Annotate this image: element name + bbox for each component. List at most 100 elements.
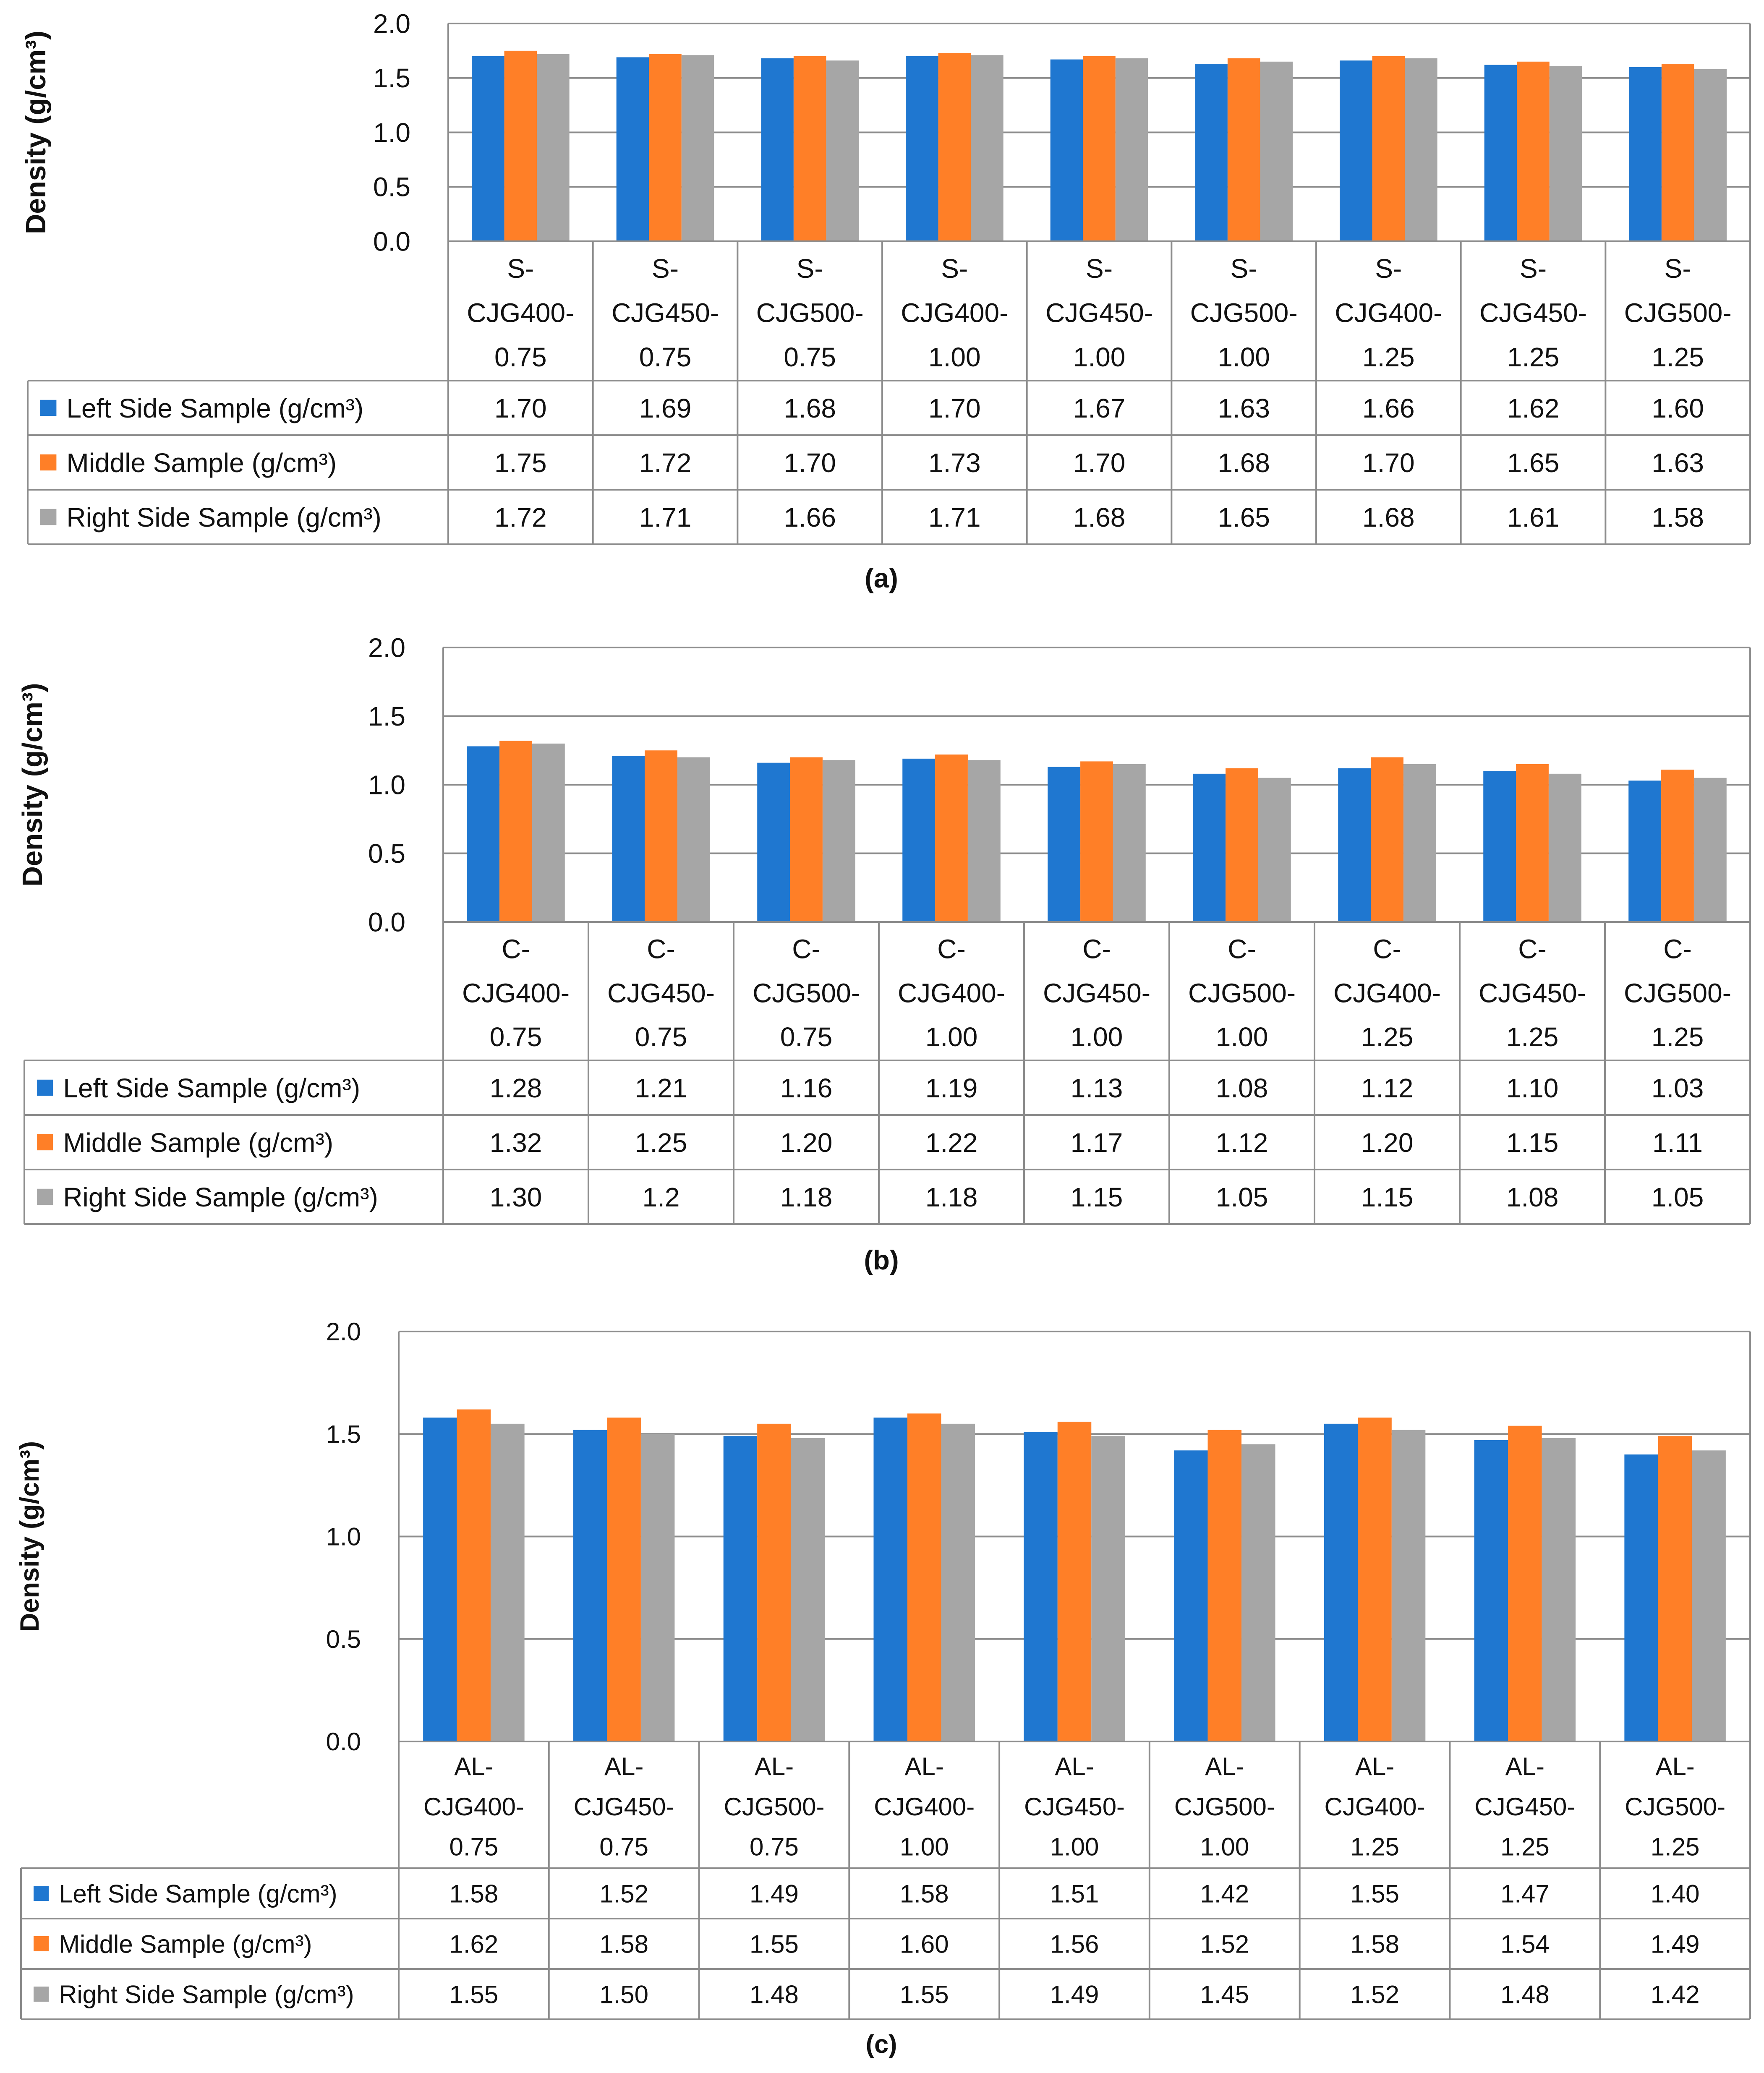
data-table-value: 1.60 xyxy=(900,1930,949,1958)
bar-right xyxy=(677,757,710,922)
data-table-value: 1.68 xyxy=(1362,502,1415,533)
category-label: 0.75 xyxy=(639,342,692,372)
y-tick-label: 0.0 xyxy=(368,907,405,937)
bar-left xyxy=(873,1418,907,1741)
bar-left xyxy=(1195,64,1228,241)
data-table-value: 1.72 xyxy=(494,502,547,533)
y-axis-title: Density (g/cm³) xyxy=(15,1441,44,1632)
category-label: 1.25 xyxy=(1361,1022,1414,1052)
category-label: CJG400- xyxy=(1333,978,1441,1008)
category-label: CJG500- xyxy=(1188,978,1296,1008)
bar-left xyxy=(1474,1440,1508,1741)
bar-right xyxy=(681,55,714,241)
category-label: 1.00 xyxy=(925,1022,978,1052)
legend-label: Right Side Sample (g/cm³) xyxy=(59,1981,354,2009)
category-label: S- xyxy=(1231,253,1257,284)
bar-middle xyxy=(1227,58,1260,242)
bar-left xyxy=(1024,1432,1058,1741)
category-label: 0.75 xyxy=(490,1022,542,1052)
data-table-value: 1.49 xyxy=(1050,1981,1099,2009)
bar-right xyxy=(1258,778,1291,922)
category-label: CJG500- xyxy=(756,298,864,328)
data-table-value: 1.62 xyxy=(1507,393,1560,423)
bar-right xyxy=(1403,764,1436,922)
bar-right xyxy=(826,60,859,242)
category-label: 1.25 xyxy=(1506,1022,1559,1052)
data-table-value: 1.25 xyxy=(635,1128,687,1158)
data-table-value: 1.21 xyxy=(635,1073,687,1103)
data-table-value: 1.49 xyxy=(750,1880,799,1908)
data-table-value: 1.72 xyxy=(639,448,692,478)
bar-right xyxy=(532,743,565,922)
category-label: AL- xyxy=(1355,1752,1394,1781)
category-label: 1.25 xyxy=(1362,342,1415,372)
category-label: AL- xyxy=(1505,1752,1544,1781)
category-label: 0.75 xyxy=(784,342,836,372)
legend-swatch-right xyxy=(34,1987,49,2002)
bar-middle xyxy=(457,1409,491,1741)
data-table-value: 1.71 xyxy=(639,502,692,533)
data-table-value: 1.52 xyxy=(1200,1930,1249,1958)
category-label: AL- xyxy=(454,1752,493,1781)
bar-right xyxy=(822,760,855,922)
bar-right xyxy=(1115,58,1148,242)
bar-right xyxy=(1694,69,1727,242)
category-label: C- xyxy=(1663,934,1692,964)
data-table-value: 1.67 xyxy=(1073,393,1126,423)
data-table-value: 1.42 xyxy=(1651,1981,1700,2009)
bar-right xyxy=(1549,66,1582,241)
bar-middle xyxy=(1372,56,1405,241)
data-table-value: 1.48 xyxy=(750,1981,799,2009)
bar-left xyxy=(761,58,794,242)
bar-right xyxy=(1548,773,1581,922)
data-table-value: 1.45 xyxy=(1200,1981,1249,2009)
category-label: 0.75 xyxy=(635,1022,687,1052)
data-table-value: 1.13 xyxy=(1071,1073,1123,1103)
bar-left xyxy=(1174,1450,1208,1741)
category-label: 1.00 xyxy=(1200,1833,1249,1861)
data-table-value: 1.15 xyxy=(1361,1182,1414,1212)
bar-left xyxy=(467,746,500,922)
category-label: S- xyxy=(941,253,968,284)
data-table-value: 1.52 xyxy=(1350,1981,1399,2009)
data-table-value: 1.52 xyxy=(599,1880,648,1908)
data-table-value: 1.55 xyxy=(900,1981,949,2009)
y-tick-label: 1.5 xyxy=(368,701,405,731)
category-label: CJG450- xyxy=(1043,978,1150,1008)
data-table-value: 1.18 xyxy=(780,1182,833,1212)
bar-middle xyxy=(1508,1426,1542,1741)
category-label: S- xyxy=(507,253,534,284)
bar-middle xyxy=(1658,1436,1692,1741)
data-table-value: 1.70 xyxy=(1073,448,1126,478)
data-table-value: 1.71 xyxy=(928,502,981,533)
bar-middle xyxy=(1080,761,1113,922)
category-label: S- xyxy=(1375,253,1402,284)
category-label: 1.25 xyxy=(1651,1833,1700,1861)
bar-right xyxy=(791,1438,825,1741)
data-table-value: 1.65 xyxy=(1218,502,1270,533)
data-table-value: 1.19 xyxy=(925,1073,978,1103)
data-table-value: 1.62 xyxy=(449,1930,498,1958)
data-table-value: 1.42 xyxy=(1200,1880,1249,1908)
data-table-value: 1.51 xyxy=(1050,1880,1099,1908)
y-tick-label: 1.5 xyxy=(326,1420,361,1448)
data-table-value: 1.70 xyxy=(928,393,981,423)
bar-left xyxy=(1048,767,1081,922)
data-table-value: 1.12 xyxy=(1216,1128,1268,1158)
y-tick-label: 2.0 xyxy=(373,8,410,39)
data-table-value: 1.48 xyxy=(1500,1981,1550,2009)
category-label: AL- xyxy=(604,1752,643,1781)
data-table-value: 1.54 xyxy=(1500,1930,1550,1958)
category-label: CJG450- xyxy=(1045,298,1153,328)
bar-right xyxy=(1241,1444,1275,1741)
bar-middle xyxy=(645,750,677,922)
category-label: CJG400- xyxy=(467,298,574,328)
category-label: CJG450- xyxy=(607,978,715,1008)
legend-swatch-middle xyxy=(40,454,57,471)
bar-right xyxy=(967,760,1001,922)
category-label: AL- xyxy=(1655,1752,1694,1781)
category-label: C- xyxy=(1228,934,1256,964)
bar-left xyxy=(723,1436,758,1741)
y-tick-label: 1.5 xyxy=(373,63,410,93)
data-table-value: 1.10 xyxy=(1506,1073,1559,1103)
